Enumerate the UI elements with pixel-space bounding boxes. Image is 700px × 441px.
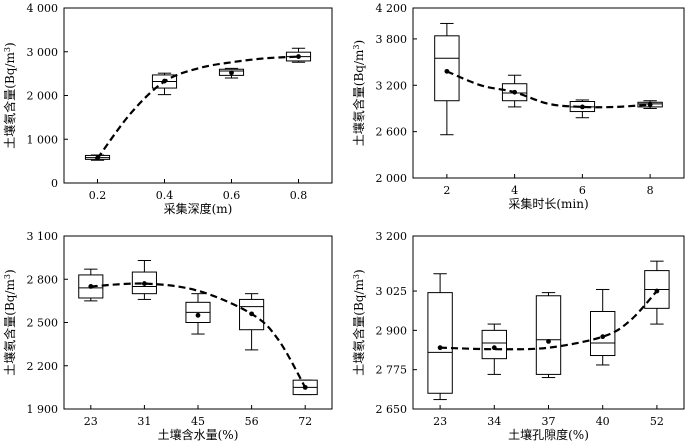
x-axis-label: 土壤含水量(%) bbox=[158, 427, 239, 441]
y-tick-label: 3 100 bbox=[27, 230, 59, 243]
x-tick-label: 0.4 bbox=[156, 189, 174, 202]
mean-point bbox=[229, 70, 234, 76]
trend-line bbox=[96, 55, 299, 160]
y-tick-label: 0 bbox=[51, 177, 58, 190]
interquartile-box bbox=[590, 310, 616, 357]
mean-point bbox=[195, 312, 201, 318]
interquartile-box bbox=[481, 329, 507, 360]
mean-point bbox=[579, 104, 585, 110]
mean-point bbox=[647, 102, 653, 107]
y-tick-label: 2 900 bbox=[376, 324, 408, 337]
box-31 bbox=[131, 260, 157, 300]
y-tick-label: 4 000 bbox=[27, 2, 59, 15]
trend-line bbox=[90, 282, 307, 388]
y-tick-label: 2 500 bbox=[27, 317, 59, 330]
y-tick-label: 2 800 bbox=[27, 273, 59, 286]
y-tick-label: 1 900 bbox=[27, 403, 59, 416]
interquartile-box bbox=[434, 35, 460, 102]
y-tick-label: 2 200 bbox=[27, 360, 59, 373]
x-tick-label: 52 bbox=[650, 415, 664, 428]
x-axis-label: 土壤孔隙度(%) bbox=[508, 427, 589, 441]
x-tick-label: 31 bbox=[137, 415, 151, 428]
mean-point bbox=[296, 54, 301, 59]
x-tick-label: 0.8 bbox=[290, 189, 308, 202]
box-2 bbox=[434, 22, 460, 136]
mean-point bbox=[546, 338, 551, 344]
mean-point bbox=[249, 311, 255, 317]
x-tick-label: 72 bbox=[298, 415, 312, 428]
mean-point bbox=[654, 288, 660, 294]
y-tick-label: 3 200 bbox=[376, 230, 408, 243]
x-tick-label: 34 bbox=[487, 415, 501, 428]
plot-frame bbox=[412, 7, 685, 179]
y-tick-label: 2 775 bbox=[376, 364, 408, 377]
mean-point bbox=[142, 281, 147, 286]
box-23 bbox=[427, 273, 453, 401]
box-plot-panel-4: 2 650 2 775 2 900 3 025 3 200 23 34 37 40 52 土壤孔隙度… bbox=[351, 230, 685, 441]
y-tick-label: 3 000 bbox=[27, 46, 59, 59]
y-tick-label: 2 600 bbox=[376, 126, 408, 139]
box-plot-panel-2: 2 000 2 600 3 200 3 800 4 200 2 4 6 8 采集时长(min) 土壤… bbox=[351, 2, 685, 211]
y-tick-label: 2 000 bbox=[27, 90, 59, 103]
y-tick-label: 2 000 bbox=[376, 172, 408, 185]
x-axis-label: 采集时长(min) bbox=[508, 196, 588, 211]
x-tick-label: 4 bbox=[511, 184, 518, 197]
x-tick-label: 6 bbox=[579, 184, 586, 197]
y-tick-label: 1 000 bbox=[27, 133, 59, 146]
box-40 bbox=[590, 288, 616, 366]
y-axis-label: 土壤氡含量(Bq/m3) bbox=[2, 269, 17, 375]
y-tick-label: 2 650 bbox=[376, 403, 408, 416]
y-tick-label: 3 025 bbox=[376, 285, 408, 298]
mean-point bbox=[491, 345, 497, 351]
x-tick-label: 45 bbox=[191, 415, 205, 428]
x-tick-label: 40 bbox=[596, 415, 610, 428]
mean-point bbox=[162, 78, 167, 84]
y-tick-label: 3 800 bbox=[376, 33, 408, 46]
x-axis-label: 采集深度(m) bbox=[164, 201, 233, 216]
x-tick-label: 56 bbox=[245, 415, 259, 428]
y-axis-label: 土壤氡含量(Bq/m3) bbox=[351, 40, 366, 146]
x-tick-label: 23 bbox=[433, 415, 447, 428]
mean-point bbox=[88, 284, 94, 289]
box-plot-panel-1: 0 1 000 2 000 3 000 4 000 0.2 0.4 0.6 0.8 采集深度(m)… bbox=[2, 2, 333, 216]
trend-line bbox=[446, 70, 651, 109]
y-tick-label: 4 200 bbox=[376, 2, 408, 15]
y-axis-label: 土壤氡含量(Bq/m3) bbox=[351, 269, 366, 375]
x-tick-label: 37 bbox=[542, 415, 556, 428]
y-tick-label: 3 200 bbox=[376, 79, 408, 92]
x-tick-label: 23 bbox=[84, 415, 98, 428]
x-tick-label: 8 bbox=[647, 184, 654, 197]
x-tick-label: 0.6 bbox=[223, 189, 241, 202]
interquartile-box bbox=[535, 295, 562, 375]
box-34 bbox=[481, 323, 507, 375]
box-plot-panel-3: 1 900 2 200 2 500 2 800 3 100 23 31 45 56 72 土壤含水量… bbox=[2, 230, 333, 441]
mean-point bbox=[444, 68, 450, 74]
mean-point bbox=[512, 89, 518, 95]
interquartile-box bbox=[427, 292, 453, 394]
x-tick-label: 2 bbox=[443, 184, 450, 197]
mean-point bbox=[302, 384, 308, 390]
box-56 bbox=[239, 293, 265, 351]
box-37 bbox=[535, 292, 562, 379]
mean-point bbox=[600, 334, 606, 340]
trend-line bbox=[440, 290, 658, 351]
box-45 bbox=[185, 293, 211, 335]
x-tick-label: 0.2 bbox=[89, 189, 107, 202]
y-axis-label: 土壤氡含量(Bq/m3) bbox=[2, 42, 17, 148]
mean-point bbox=[95, 155, 100, 161]
mean-point bbox=[437, 345, 443, 351]
